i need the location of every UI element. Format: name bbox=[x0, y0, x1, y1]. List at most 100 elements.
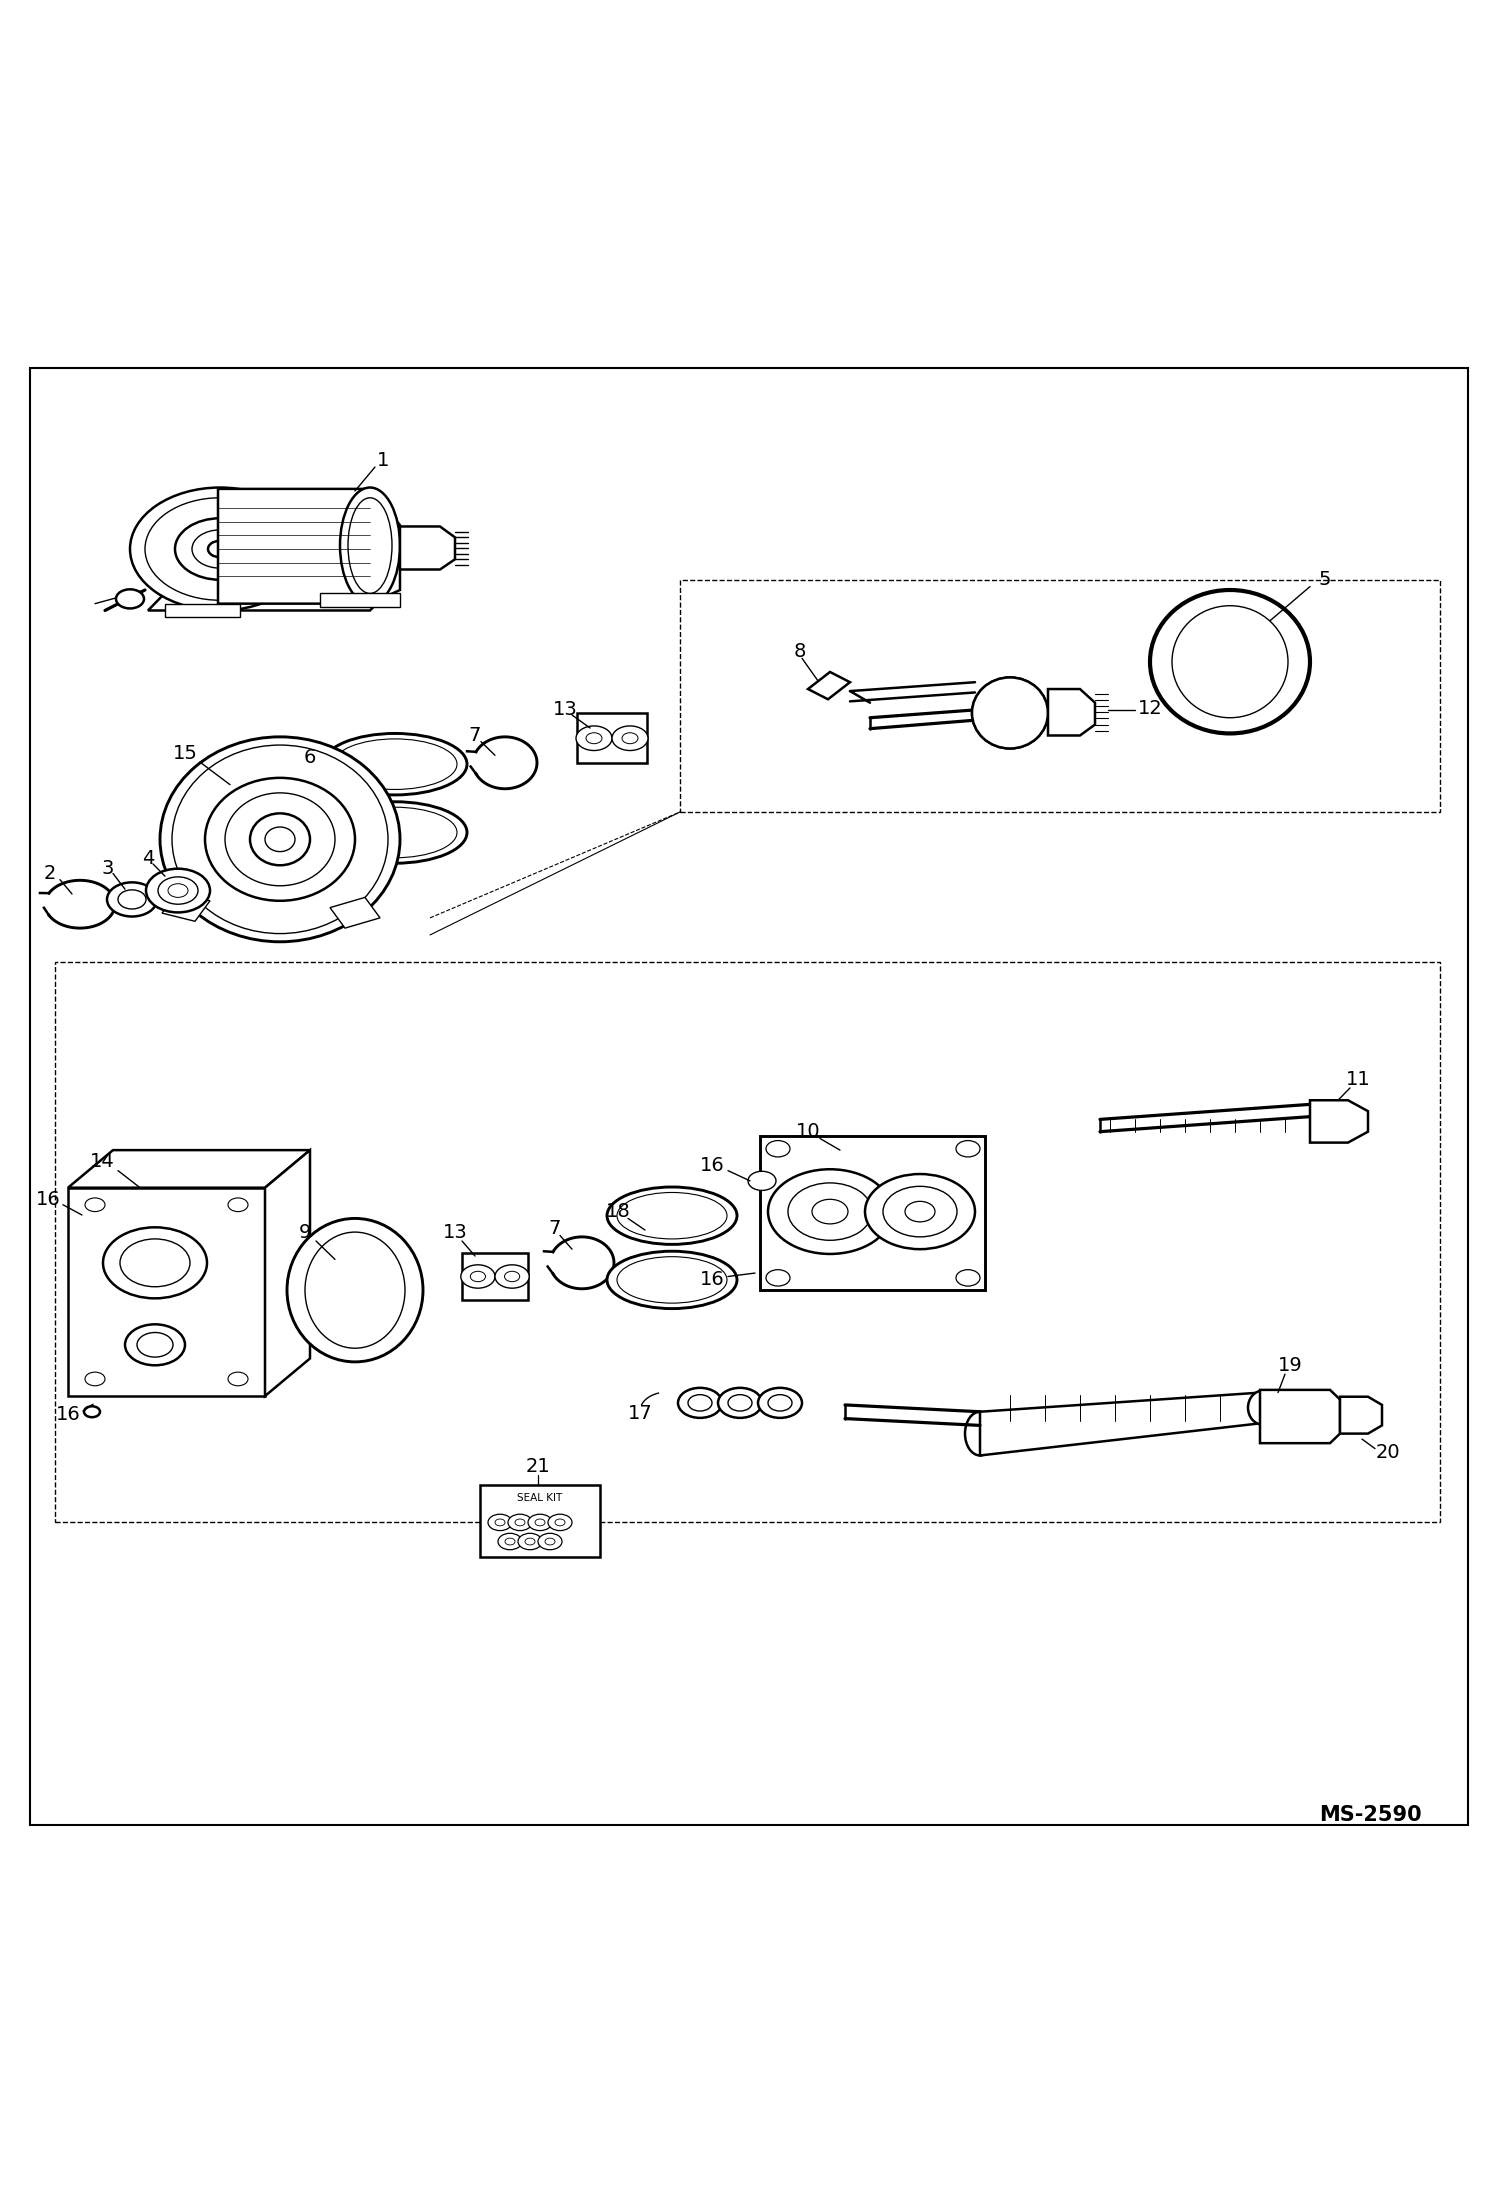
Text: 16: 16 bbox=[700, 1270, 725, 1289]
Ellipse shape bbox=[972, 678, 1049, 748]
Ellipse shape bbox=[461, 1265, 494, 1287]
Polygon shape bbox=[67, 1189, 265, 1397]
Text: 16: 16 bbox=[36, 1191, 60, 1211]
Polygon shape bbox=[1309, 1101, 1368, 1143]
Text: 6: 6 bbox=[304, 748, 316, 768]
Text: 20: 20 bbox=[1375, 1443, 1401, 1463]
Ellipse shape bbox=[324, 732, 467, 794]
Polygon shape bbox=[461, 1252, 527, 1300]
Text: 19: 19 bbox=[1278, 1355, 1302, 1375]
Ellipse shape bbox=[545, 1537, 554, 1544]
Ellipse shape bbox=[983, 686, 1038, 741]
Ellipse shape bbox=[524, 1537, 535, 1544]
Ellipse shape bbox=[622, 732, 638, 743]
Ellipse shape bbox=[758, 1388, 801, 1419]
Ellipse shape bbox=[965, 1412, 995, 1456]
Ellipse shape bbox=[586, 732, 602, 743]
Text: 1: 1 bbox=[377, 452, 389, 469]
Ellipse shape bbox=[535, 1520, 545, 1526]
Ellipse shape bbox=[882, 1186, 957, 1237]
Ellipse shape bbox=[115, 590, 144, 607]
Ellipse shape bbox=[607, 1252, 737, 1309]
Text: 3: 3 bbox=[102, 857, 114, 877]
Ellipse shape bbox=[515, 1520, 524, 1526]
Polygon shape bbox=[165, 603, 240, 616]
Ellipse shape bbox=[306, 1232, 404, 1349]
Ellipse shape bbox=[124, 1325, 184, 1366]
Ellipse shape bbox=[470, 1272, 485, 1281]
Ellipse shape bbox=[518, 1533, 542, 1550]
Ellipse shape bbox=[983, 686, 1038, 739]
Ellipse shape bbox=[508, 1513, 532, 1531]
Polygon shape bbox=[67, 1149, 310, 1189]
Ellipse shape bbox=[688, 1395, 712, 1410]
Bar bbox=[479, 1485, 601, 1557]
Text: 11: 11 bbox=[1345, 1070, 1371, 1090]
Ellipse shape bbox=[265, 827, 295, 851]
Text: 14: 14 bbox=[90, 1151, 114, 1171]
Text: 4: 4 bbox=[142, 849, 154, 868]
Ellipse shape bbox=[168, 884, 189, 897]
Text: MS-2590: MS-2590 bbox=[1318, 1805, 1422, 1825]
Ellipse shape bbox=[85, 1373, 105, 1386]
Ellipse shape bbox=[103, 1228, 207, 1298]
Ellipse shape bbox=[607, 1186, 737, 1243]
Ellipse shape bbox=[84, 1406, 100, 1417]
Polygon shape bbox=[577, 713, 647, 763]
Ellipse shape bbox=[765, 1270, 789, 1285]
Ellipse shape bbox=[130, 487, 310, 610]
Ellipse shape bbox=[768, 1395, 792, 1410]
Ellipse shape bbox=[554, 1520, 565, 1526]
Ellipse shape bbox=[157, 877, 198, 904]
Ellipse shape bbox=[505, 1537, 515, 1544]
Ellipse shape bbox=[679, 1388, 722, 1419]
Text: 10: 10 bbox=[795, 1123, 821, 1140]
Ellipse shape bbox=[333, 739, 457, 789]
Ellipse shape bbox=[718, 1388, 762, 1419]
Ellipse shape bbox=[145, 498, 295, 601]
Ellipse shape bbox=[527, 1513, 551, 1531]
Text: 5: 5 bbox=[1318, 570, 1332, 590]
Polygon shape bbox=[321, 594, 400, 607]
Ellipse shape bbox=[106, 882, 157, 917]
Ellipse shape bbox=[956, 1270, 980, 1285]
Ellipse shape bbox=[1248, 1390, 1278, 1425]
Text: 16: 16 bbox=[700, 1156, 725, 1175]
Ellipse shape bbox=[494, 1265, 529, 1287]
Ellipse shape bbox=[617, 1193, 727, 1239]
Polygon shape bbox=[219, 489, 400, 603]
Ellipse shape bbox=[548, 1513, 572, 1531]
Polygon shape bbox=[1341, 1397, 1383, 1434]
Polygon shape bbox=[265, 1149, 310, 1397]
Ellipse shape bbox=[172, 746, 388, 934]
Polygon shape bbox=[980, 1393, 1260, 1456]
Ellipse shape bbox=[208, 542, 232, 557]
Polygon shape bbox=[759, 1136, 986, 1289]
Ellipse shape bbox=[577, 726, 613, 750]
Polygon shape bbox=[330, 897, 380, 928]
Ellipse shape bbox=[505, 1272, 520, 1281]
Ellipse shape bbox=[812, 1200, 848, 1224]
Bar bbox=[680, 579, 1440, 811]
Ellipse shape bbox=[250, 814, 310, 866]
Ellipse shape bbox=[324, 803, 467, 864]
Text: 17: 17 bbox=[628, 1404, 652, 1423]
Polygon shape bbox=[1049, 689, 1095, 735]
Text: 13: 13 bbox=[553, 700, 577, 719]
Ellipse shape bbox=[613, 726, 649, 750]
Ellipse shape bbox=[494, 1520, 505, 1526]
Text: 15: 15 bbox=[172, 743, 198, 763]
Polygon shape bbox=[400, 526, 455, 570]
Ellipse shape bbox=[497, 1533, 521, 1550]
Bar bbox=[55, 963, 1440, 1522]
Ellipse shape bbox=[175, 518, 265, 579]
Ellipse shape bbox=[228, 1197, 249, 1211]
Text: 16: 16 bbox=[55, 1406, 81, 1423]
Ellipse shape bbox=[120, 1239, 190, 1287]
Ellipse shape bbox=[333, 807, 457, 857]
Text: 7: 7 bbox=[469, 726, 481, 746]
Ellipse shape bbox=[136, 1333, 172, 1357]
Text: 8: 8 bbox=[794, 643, 806, 660]
Ellipse shape bbox=[1171, 605, 1288, 717]
Ellipse shape bbox=[205, 779, 355, 901]
